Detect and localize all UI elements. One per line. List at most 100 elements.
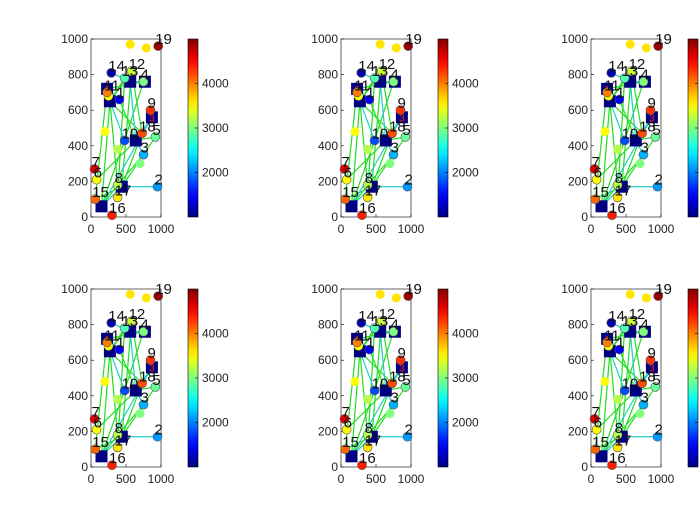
node-label: 17 (365, 432, 382, 449)
colorbar-tick-label: 3000 (452, 121, 479, 135)
node-point (89, 164, 100, 174)
node-label: 7 (342, 154, 350, 171)
subplot-5: 0200400600800100005001000123123456789101… (311, 281, 479, 486)
y-tick-label: 1000 (311, 32, 338, 46)
subplot-1: 0200400600800100005001000123123456789101… (61, 31, 229, 236)
y-tick-label: 600 (318, 353, 338, 367)
node-point (341, 174, 352, 185)
colorbar-tick-label: 4000 (202, 77, 229, 91)
node-point (614, 344, 625, 355)
depot-mark: 3 (649, 363, 655, 374)
node-point (387, 128, 397, 139)
node-point (638, 76, 649, 87)
depot-square (345, 450, 358, 463)
node-point (402, 431, 413, 442)
node-label: 5 (652, 372, 660, 389)
colorbar-tick-label: 2000 (202, 166, 229, 180)
node-point (363, 144, 373, 154)
node-label: 10 (122, 375, 139, 392)
y-tick-label: 0 (81, 210, 88, 224)
node-point (400, 382, 411, 392)
x-tick-label: 0 (88, 472, 95, 486)
node-label: 15 (342, 184, 359, 201)
node-point (590, 444, 601, 455)
x-tick-label: 500 (616, 222, 636, 236)
node-label: 1 (366, 85, 374, 102)
node-label: 3 (641, 390, 649, 407)
edge-green (609, 101, 619, 186)
edge-cyan (609, 101, 626, 141)
edge-green (624, 81, 645, 141)
y-tick-label: 800 (68, 318, 88, 332)
y-tick-label: 400 (318, 389, 338, 403)
node-point (652, 181, 663, 192)
edge-green (596, 390, 637, 431)
node-label: 13 (622, 313, 639, 330)
node-point (114, 344, 125, 355)
node-point (113, 144, 123, 154)
y-tick-label: 1000 (561, 32, 588, 46)
y-tick-label: 200 (318, 174, 338, 188)
node-label: 12 (629, 56, 646, 73)
node-point (376, 66, 387, 76)
node-point (391, 43, 401, 53)
node-label: 9 (148, 95, 156, 112)
node-label: 18 (639, 368, 656, 385)
node-label: 11 (104, 77, 120, 94)
node-label: 3 (141, 140, 149, 157)
node-label: 16 (109, 200, 126, 217)
node-label: 2 (405, 422, 413, 439)
node-point (600, 127, 610, 137)
node-label: 7 (592, 154, 600, 171)
node-point (645, 355, 656, 366)
node-point (635, 409, 645, 419)
node-label: 16 (609, 450, 626, 467)
node-point (613, 144, 623, 154)
node-point (119, 323, 130, 333)
node-point (125, 39, 135, 49)
node-point (612, 430, 623, 440)
y-tick-label: 400 (568, 389, 588, 403)
node-point (638, 149, 649, 160)
node-point (589, 164, 600, 174)
y-tick-label: 800 (68, 68, 88, 82)
node-label: 1 (116, 85, 124, 102)
node-label: 1 (116, 335, 124, 352)
depot-square (595, 200, 608, 213)
node-point (395, 105, 406, 115)
node-point (653, 41, 664, 51)
node-label: 6 (94, 415, 102, 432)
node-point (635, 159, 645, 169)
node-label: 11 (604, 77, 620, 94)
node-point (607, 460, 617, 471)
node-label: 13 (372, 313, 389, 330)
x-tick-label: 1000 (148, 222, 175, 236)
node-label: 12 (129, 56, 146, 73)
y-tick-label: 600 (568, 103, 588, 117)
x-tick-label: 1000 (398, 222, 425, 236)
depot-mark: 3 (649, 113, 655, 124)
node-point (339, 414, 350, 424)
node-point (102, 337, 112, 348)
x-tick-label: 1000 (398, 472, 425, 486)
node-point (112, 430, 123, 440)
node-point (100, 127, 110, 137)
node-point (112, 180, 123, 190)
node-label: 5 (402, 122, 410, 139)
node-label: 12 (379, 56, 396, 73)
edge-green (100, 101, 111, 207)
node-point (350, 377, 360, 387)
node-point (119, 135, 130, 146)
node-point (402, 181, 413, 192)
node-label: 10 (122, 125, 139, 142)
node-point (137, 378, 147, 389)
node-point (340, 444, 351, 455)
x-tick-label: 0 (338, 222, 345, 236)
node-point (612, 180, 623, 190)
colorbar-tick-label: 2000 (452, 166, 479, 180)
y-tick-label: 800 (318, 68, 338, 82)
node-label: 1 (616, 85, 624, 102)
node-label: 5 (152, 122, 160, 139)
node-point (138, 399, 149, 410)
node-point (606, 68, 617, 78)
